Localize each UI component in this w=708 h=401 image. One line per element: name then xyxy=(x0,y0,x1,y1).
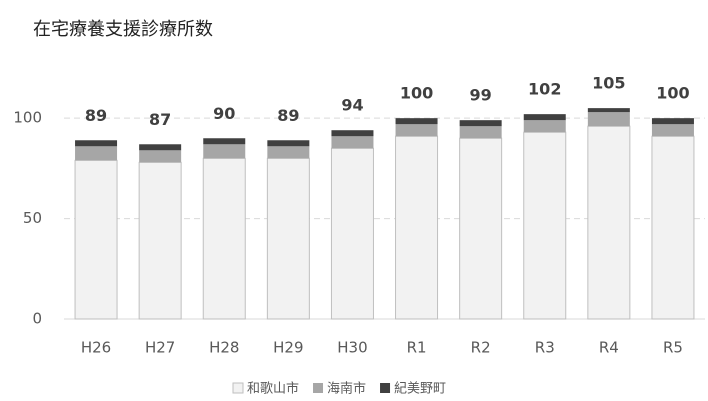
bar-segment xyxy=(331,136,374,149)
bar-segment xyxy=(395,118,438,125)
bar-segment xyxy=(139,144,182,151)
bar-segment xyxy=(202,157,246,320)
bar-segment xyxy=(587,112,630,127)
bar-segment xyxy=(523,131,567,320)
total-label: 90 xyxy=(213,104,235,123)
bar-segment xyxy=(651,124,694,137)
bar-segment xyxy=(459,120,502,127)
bar-segment xyxy=(267,140,310,147)
total-label: 100 xyxy=(400,84,433,103)
bar-segment xyxy=(75,146,118,161)
bar-segment xyxy=(587,125,631,320)
x-tick-label: R5 xyxy=(663,339,683,357)
bar-segment xyxy=(523,114,566,121)
total-label: 105 xyxy=(592,74,625,93)
x-tick-label: H27 xyxy=(145,339,175,357)
x-tick-label: H26 xyxy=(81,339,111,357)
y-tick-label: 0 xyxy=(32,310,42,328)
y-tick-label: 100 xyxy=(13,109,42,127)
x-tick-label: R3 xyxy=(535,339,555,357)
bar-segment xyxy=(139,150,182,163)
bar-segment xyxy=(459,137,503,320)
bar-segment xyxy=(330,147,374,320)
total-label: 89 xyxy=(277,106,299,125)
bar-segment xyxy=(203,144,246,159)
legend-label: 海南市 xyxy=(327,381,366,397)
legend-label: 和歌山市 xyxy=(247,381,299,397)
bar-segment xyxy=(523,120,566,133)
legend-swatch xyxy=(232,382,244,394)
x-tick-label: H28 xyxy=(209,339,239,357)
total-label: 102 xyxy=(528,80,561,99)
x-tick-label: R1 xyxy=(407,339,427,357)
bar-segment xyxy=(138,161,182,320)
x-tick-label: R4 xyxy=(599,339,619,357)
x-tick-label: H29 xyxy=(273,339,303,357)
bar-segment xyxy=(395,135,439,320)
x-tick-label: H30 xyxy=(337,339,367,357)
bar-segment xyxy=(651,135,695,320)
total-label: 89 xyxy=(85,106,107,125)
bar-segment xyxy=(266,157,310,320)
x-tick-label: R2 xyxy=(471,339,491,357)
legend-swatch xyxy=(313,383,324,393)
bar-segment xyxy=(331,130,374,137)
total-label: 99 xyxy=(470,86,492,105)
bar-segment xyxy=(203,138,246,145)
bar-segment xyxy=(651,118,694,125)
total-label: 94 xyxy=(341,96,363,115)
legend-label: 紀美野町 xyxy=(394,382,446,397)
legend-swatch xyxy=(380,383,391,393)
total-label: 87 xyxy=(149,110,171,129)
bar-segment xyxy=(587,108,630,113)
total-label: 100 xyxy=(656,84,689,103)
bar-segment xyxy=(459,126,502,139)
bar-segment xyxy=(75,140,118,147)
bar-segment xyxy=(395,124,438,137)
bar-segment xyxy=(74,159,118,320)
y-tick-label: 50 xyxy=(23,209,42,227)
chart-title: 在宅療養支援診療所数 xyxy=(33,19,213,40)
bar-segment xyxy=(267,146,310,159)
